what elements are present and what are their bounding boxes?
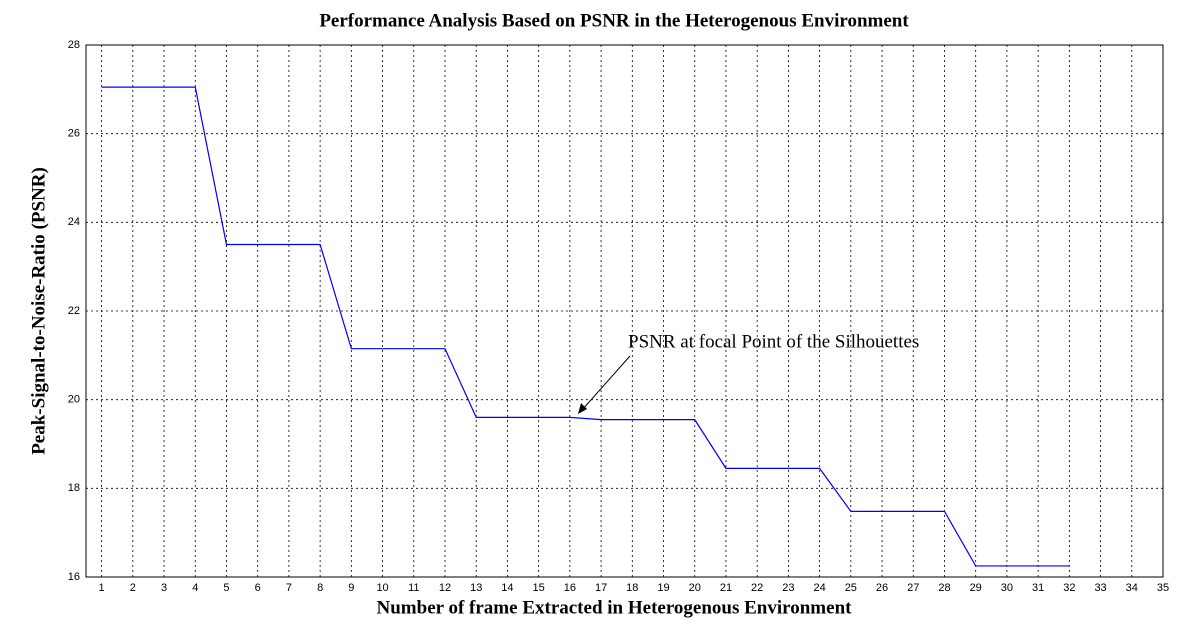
x-tick-label: 18 xyxy=(626,582,638,594)
x-tick-label: 10 xyxy=(376,582,388,594)
y-tick-label: 16 xyxy=(68,571,80,583)
x-tick-label: 29 xyxy=(970,582,982,594)
x-tick-label: 32 xyxy=(1063,582,1075,594)
data-line xyxy=(101,86,1070,567)
x-tick-label: 28 xyxy=(938,582,950,594)
arrow-head xyxy=(578,403,587,414)
x-tick-label: 14 xyxy=(501,582,513,594)
x-tick-label: 4 xyxy=(192,582,198,594)
x-tick-label: 12 xyxy=(439,582,451,594)
x-tick-label: 3 xyxy=(161,582,167,594)
annotation-arrow xyxy=(581,355,631,411)
x-tick-label: 26 xyxy=(876,582,888,594)
x-tick-label: 35 xyxy=(1157,582,1169,594)
x-tick-label: 6 xyxy=(255,582,261,594)
plot xyxy=(101,86,1070,567)
x-tick-label: 15 xyxy=(533,582,545,594)
x-axis-label: Number of frame Extracted in Heterogenou… xyxy=(377,597,853,618)
x-tick-label: 24 xyxy=(813,582,825,594)
x-tick-label: 7 xyxy=(286,582,292,594)
x-tick-label: 25 xyxy=(845,582,857,594)
x-tick-label: 21 xyxy=(720,582,732,594)
annotation: PSNR at focal Point of the Silhouettes xyxy=(628,331,919,352)
x-tick-label: 27 xyxy=(907,582,919,594)
x-tick-label: 20 xyxy=(689,582,701,594)
x-tick-label: 1 xyxy=(99,582,105,594)
x-tick-label: 33 xyxy=(1094,582,1106,594)
x-tick-label: 34 xyxy=(1126,582,1138,594)
x-tick-label: 9 xyxy=(348,582,354,594)
plot-frame xyxy=(85,44,1164,578)
x-tick-label: 22 xyxy=(751,582,763,594)
x-tick-label: 30 xyxy=(1001,582,1013,594)
x-tick-label: 5 xyxy=(223,582,229,594)
y-tick-label: 26 xyxy=(68,128,80,140)
y-tick-label: 18 xyxy=(68,482,80,494)
x-tick-label: 2 xyxy=(130,582,136,594)
y-axis-label: Peak-Signal-to-Noise-Ratio (PSNR) xyxy=(28,167,49,455)
chart-title: Performance Analysis Based on PSNR in th… xyxy=(319,10,909,31)
y-tick-label: 22 xyxy=(68,305,80,317)
x-tick-label: 23 xyxy=(782,582,794,594)
grid xyxy=(86,44,1164,578)
x-tick-label: 17 xyxy=(595,582,607,594)
x-tick-label: 19 xyxy=(657,582,669,594)
x-tick-label: 16 xyxy=(564,582,576,594)
x-tick-label: 11 xyxy=(408,582,419,594)
x-tick-label: 31 xyxy=(1032,582,1044,594)
y-tick-label: 24 xyxy=(68,216,80,228)
x-tick-label: 13 xyxy=(470,582,482,594)
y-tick-label: 28 xyxy=(68,39,80,51)
x-tick-label: 8 xyxy=(317,582,323,594)
y-tick-label: 20 xyxy=(68,394,80,406)
